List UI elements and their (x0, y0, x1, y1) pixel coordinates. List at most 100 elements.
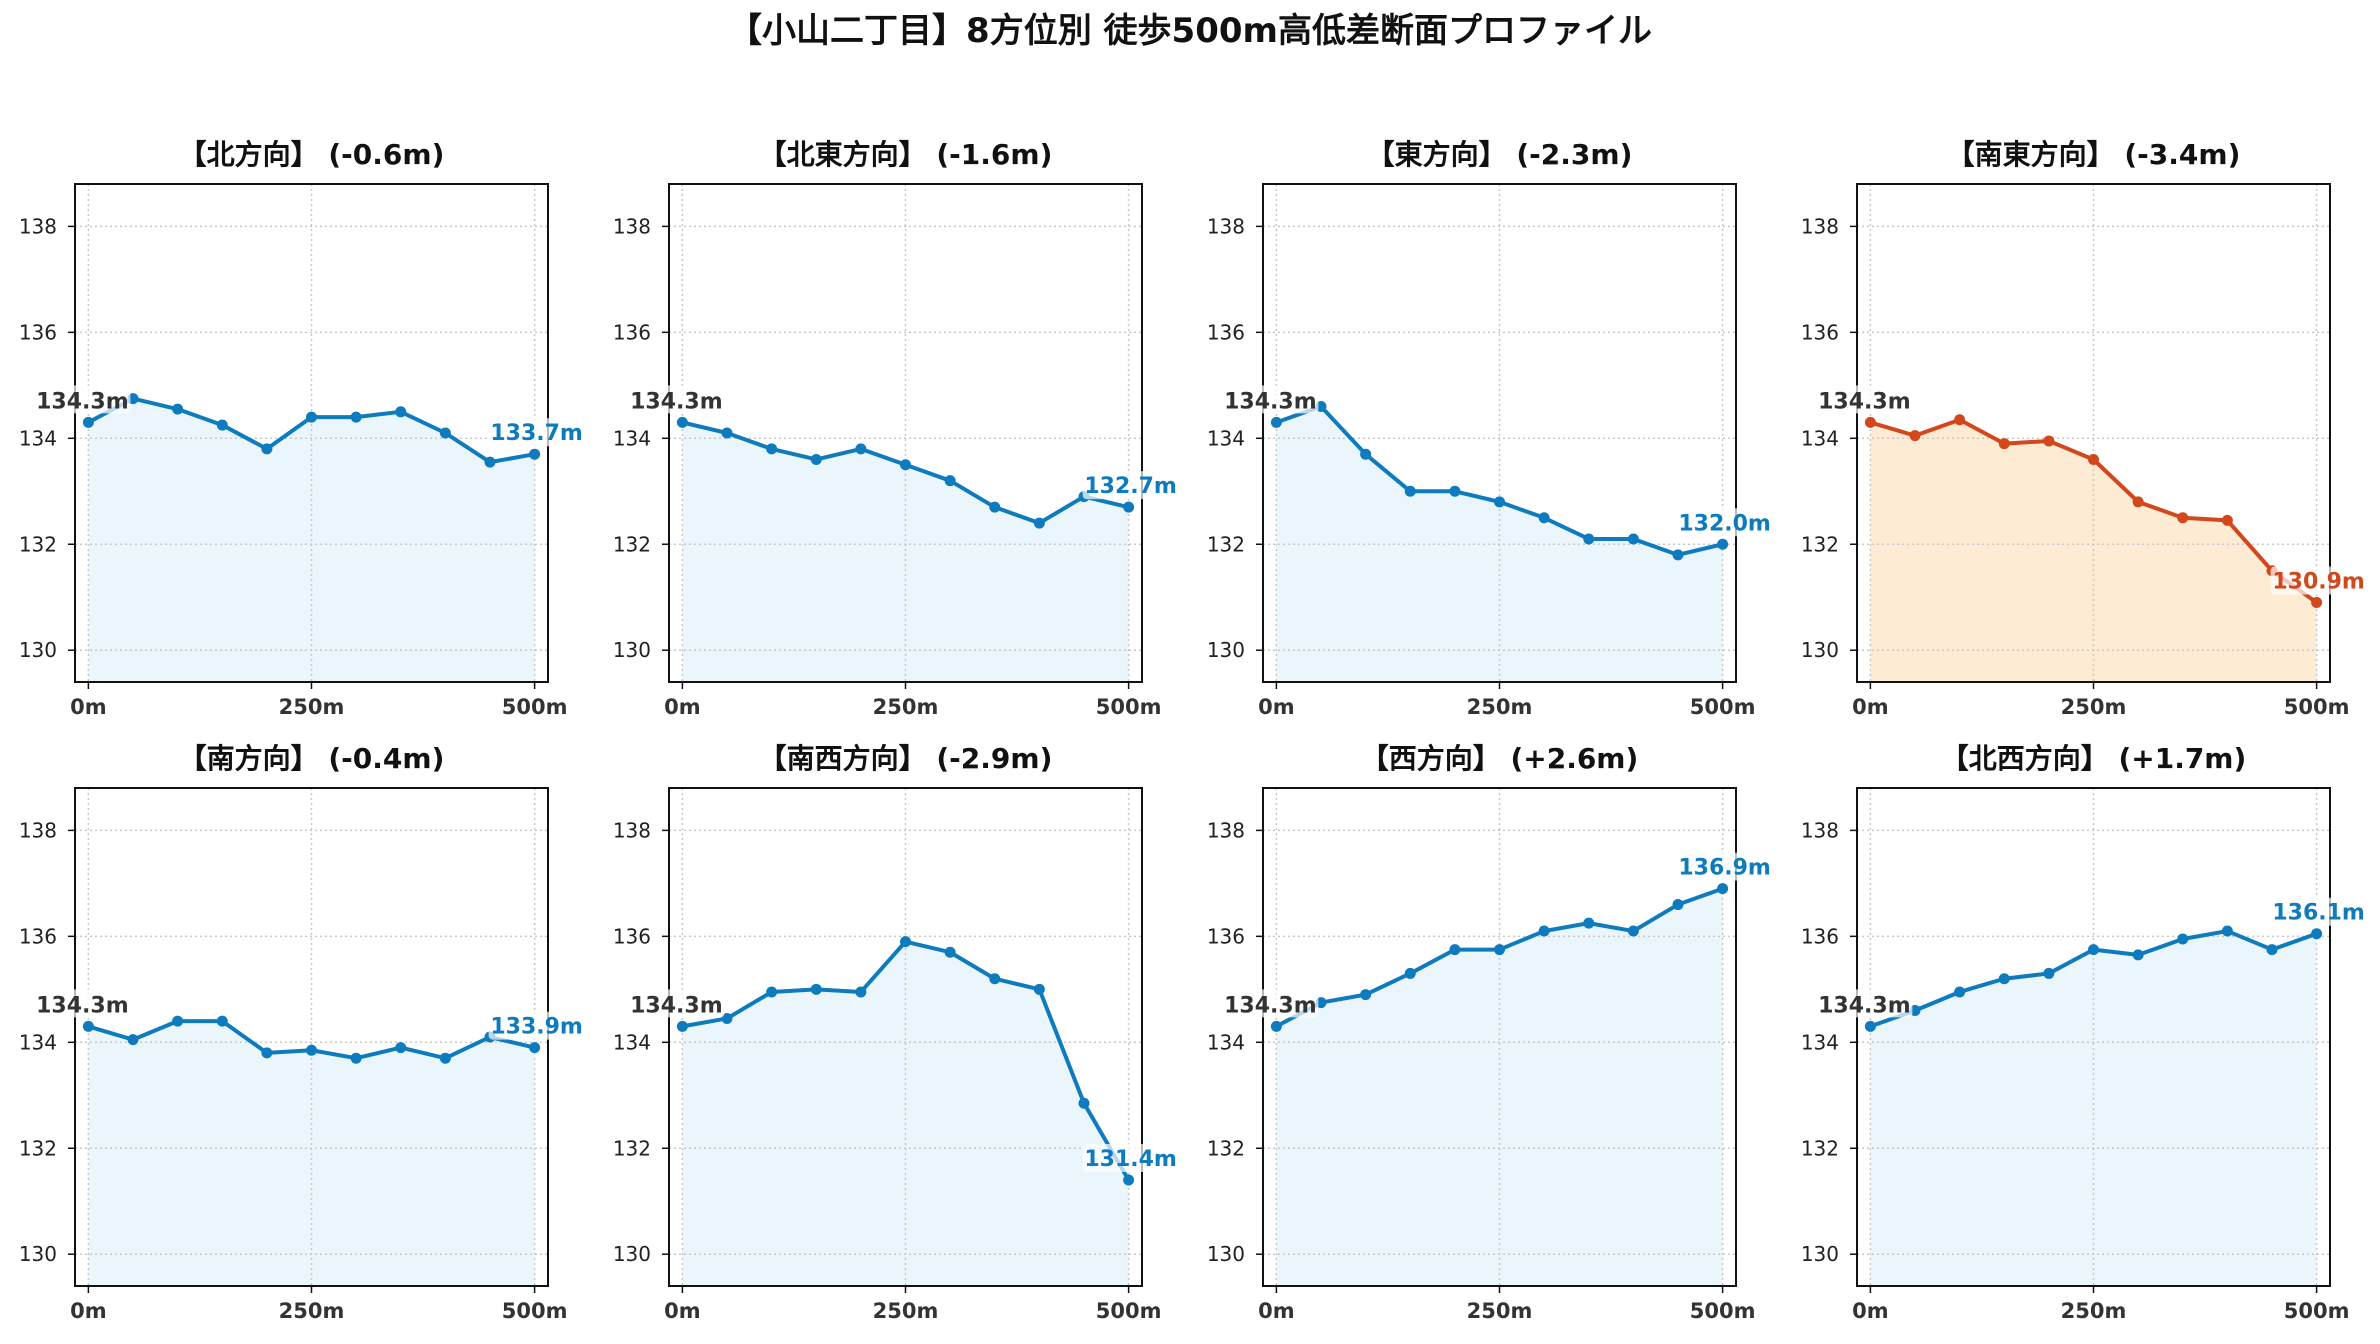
x-tick-label: 0m (664, 695, 701, 719)
data-point (306, 411, 317, 423)
start-label-bg (1222, 989, 1319, 1018)
data-point (2266, 944, 2278, 956)
y-tick-label: 138 (19, 214, 57, 238)
y-tick-label: 134 (1801, 426, 1839, 450)
y-tick-label: 132 (1207, 1136, 1245, 1160)
start-label: 134.3m (1818, 993, 1911, 1018)
subplot-title: 【南方向】 (-0.4m) (179, 742, 445, 775)
end-label-bg (1082, 1144, 1179, 1173)
x-tick-label: 250m (2061, 695, 2127, 719)
end-label-bg (2270, 897, 2367, 926)
data-point (989, 973, 1001, 985)
y-tick-label: 138 (613, 214, 651, 238)
data-point (1123, 501, 1135, 513)
data-point (1404, 485, 1416, 497)
start-label-bg (1816, 989, 1913, 1018)
y-tick-label: 134 (1207, 426, 1245, 450)
data-point (529, 448, 541, 460)
data-point (766, 986, 778, 998)
y-tick-label: 130 (613, 1242, 651, 1266)
data-point (2088, 944, 2099, 956)
x-tick-label: 500m (1096, 695, 1162, 719)
data-point (172, 1015, 184, 1027)
data-point (2311, 597, 2323, 609)
data-point (1538, 512, 1550, 524)
data-point (989, 501, 1001, 513)
data-point (2132, 949, 2144, 961)
x-tick-label: 0m (1258, 695, 1295, 719)
start-label: 134.3m (1224, 389, 1317, 414)
end-label: 130.9m (2272, 570, 2365, 595)
data-point (1033, 517, 1045, 529)
data-point (900, 459, 911, 471)
x-tick-label: 250m (873, 695, 939, 719)
y-tick-label: 132 (1801, 1136, 1839, 1160)
data-point (1494, 944, 1505, 956)
y-tick-label: 136 (19, 320, 57, 344)
data-point (721, 1012, 733, 1024)
data-point (1360, 448, 1372, 460)
data-point (1717, 883, 1729, 895)
y-tick-label: 132 (613, 532, 651, 556)
data-point (127, 1034, 139, 1046)
x-tick-label: 500m (2284, 1299, 2350, 1323)
data-point (1494, 496, 1505, 508)
subplot-title: 【南西方向】 (-2.9m) (759, 742, 1053, 775)
data-point (1864, 1020, 1876, 1032)
data-point (261, 443, 273, 455)
x-tick-label: 0m (70, 1299, 107, 1323)
subplot-7: 【西方向】 (+2.6m) 130 132 134 136 138 0m 250m 500m 13… (1207, 742, 1773, 1323)
y-tick-label: 134 (613, 1030, 651, 1054)
x-tick-label: 500m (502, 695, 568, 719)
x-tick-label: 250m (2061, 1299, 2127, 1323)
y-tick-label: 136 (1801, 924, 1839, 948)
data-point (1449, 485, 1461, 497)
y-tick-label: 136 (1207, 924, 1245, 948)
data-point (855, 443, 867, 455)
start-label-bg (1816, 385, 1913, 414)
data-point (1672, 549, 1684, 561)
data-point (82, 1020, 94, 1032)
data-point (1270, 1020, 1282, 1032)
end-label-bg (2270, 566, 2367, 595)
start-label: 134.3m (630, 993, 723, 1018)
subplot-3: 【東方向】 (-2.3m) 130 132 134 136 138 0m 250m 500m 13… (1207, 138, 1773, 719)
y-tick-label: 138 (613, 818, 651, 842)
data-point (216, 419, 228, 431)
end-label-bg (1082, 471, 1179, 500)
data-point (1449, 944, 1461, 956)
start-label-bg (628, 989, 725, 1018)
x-tick-label: 250m (279, 695, 345, 719)
end-label: 133.9m (490, 1015, 583, 1040)
y-tick-label: 134 (1801, 1030, 1839, 1054)
data-point (2043, 967, 2055, 979)
x-tick-label: 0m (664, 1299, 701, 1323)
x-tick-label: 500m (2284, 695, 2350, 719)
end-label-bg (488, 1011, 585, 1040)
profile-area (682, 422, 1129, 682)
end-label-bg (1676, 852, 1773, 881)
data-point (1864, 416, 1876, 428)
y-tick-label: 134 (613, 426, 651, 450)
data-point (2177, 512, 2189, 524)
start-label-bg (34, 989, 131, 1018)
y-tick-label: 130 (19, 1242, 57, 1266)
x-tick-label: 500m (502, 1299, 568, 1323)
y-tick-label: 138 (1207, 818, 1245, 842)
y-tick-label: 130 (1801, 1242, 1839, 1266)
start-label: 134.3m (36, 993, 129, 1018)
subplot-title: 【南東方向】 (-3.4m) (1947, 138, 2241, 171)
data-point (676, 1020, 688, 1032)
data-point (1404, 967, 1416, 979)
data-point (216, 1015, 228, 1027)
y-tick-label: 138 (19, 818, 57, 842)
data-point (2311, 928, 2323, 940)
start-label-bg (1222, 385, 1319, 414)
profile-area (1276, 888, 1723, 1286)
y-tick-label: 132 (1801, 532, 1839, 556)
data-point (944, 946, 956, 958)
data-point (2043, 435, 2055, 447)
data-point (1672, 899, 1684, 911)
